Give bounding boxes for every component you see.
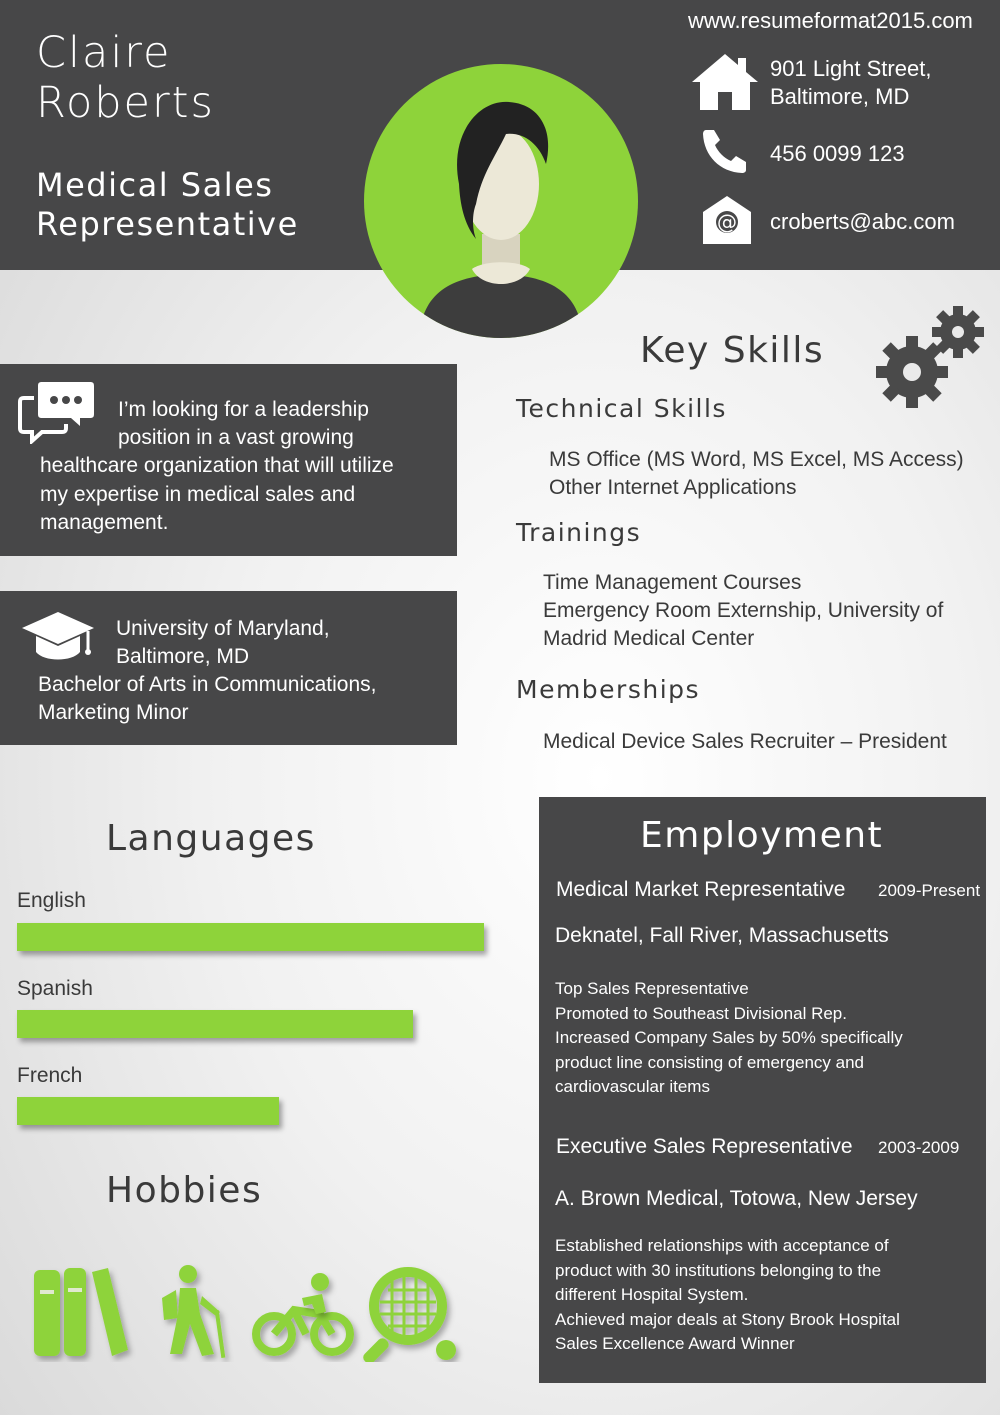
tennis-icon: [363, 1267, 456, 1362]
email-address[interactable]: croberts@abc.com: [770, 209, 955, 234]
hobbies-icons: [34, 1265, 456, 1362]
objective-line: I’m looking for a leadership: [118, 398, 369, 421]
cycling-icon: [252, 1305, 354, 1356]
education-line: University of Maryland,: [116, 617, 330, 640]
key-skills-heading: Key Skills: [640, 330, 825, 371]
education-line: Bachelor of Arts in Communications,: [38, 673, 377, 696]
employment-heading: Employment: [640, 815, 884, 856]
training-item: Time Management Courses: [543, 571, 802, 594]
books-icon: [34, 1268, 128, 1356]
technical-skills-heading: Technical Skills: [516, 394, 727, 423]
education-panel: [0, 591, 457, 745]
job-title: Medical Sales Representative: [36, 166, 299, 243]
language-name: Spanish: [17, 977, 93, 1000]
phone-icon: [703, 130, 746, 173]
language-level-bar: [17, 1097, 279, 1125]
avatar: [364, 64, 638, 338]
job-years: 2009-Present: [878, 881, 981, 900]
skill-item: MS Office (MS Word, MS Excel, MS Access): [549, 448, 964, 471]
svg-text:@: @: [717, 210, 737, 234]
objective-line: position in a vast growing: [118, 426, 354, 449]
skill-item: Other Internet Applications: [549, 476, 797, 499]
languages-heading: Languages: [106, 818, 316, 859]
graduation-cap-icon: [22, 612, 94, 660]
objective-line: my expertise in medical sales and: [40, 483, 356, 506]
chat-icon: [18, 382, 94, 444]
language-level-bar: [17, 1010, 413, 1038]
language-name: French: [17, 1064, 83, 1087]
language-level-bar: [17, 923, 484, 951]
employment-panel: [539, 797, 986, 1383]
hiking-icon: [162, 1265, 226, 1359]
training-item: Emergency Room Externship, University of: [543, 599, 944, 622]
address: 901 Light Street, Baltimore, MD: [770, 56, 932, 109]
job-role: Medical Market Representative: [556, 878, 846, 901]
education-line: Marketing Minor: [38, 701, 189, 724]
job-role: Executive Sales Representative: [556, 1135, 853, 1158]
website-link[interactable]: www.resumeformat2015.com: [688, 8, 973, 33]
education-line: Baltimore, MD: [116, 645, 250, 668]
phone-number: 456 0099 123: [770, 141, 905, 166]
job-company: Deknatel, Fall River, Massachusetts: [555, 924, 889, 947]
cycling-rider: [302, 1273, 329, 1314]
home-icon: [692, 54, 758, 110]
job-years: 2003-2009: [878, 1138, 960, 1157]
objective-line: healthcare organization that will utiliz…: [40, 454, 394, 477]
language-name: English: [17, 889, 86, 912]
hobbies-heading: Hobbies: [106, 1170, 263, 1211]
job-description: Top Sales Representative Promoted to Sou…: [555, 979, 903, 1096]
training-item: Madrid Medical Center: [543, 627, 755, 650]
objective-line: management.: [40, 511, 169, 534]
email-icon: @: [703, 196, 751, 244]
memberships-heading: Memberships: [516, 675, 701, 704]
trainings-heading: Trainings: [516, 518, 642, 547]
gears-icon: [876, 306, 984, 408]
membership-item: Medical Device Sales Recruiter – Preside…: [543, 730, 947, 753]
job-description: Established relationships with acceptanc…: [555, 1236, 900, 1353]
candidate-name: Claire Roberts: [36, 28, 215, 128]
job-company: A. Brown Medical, Totowa, New Jersey: [555, 1187, 918, 1210]
